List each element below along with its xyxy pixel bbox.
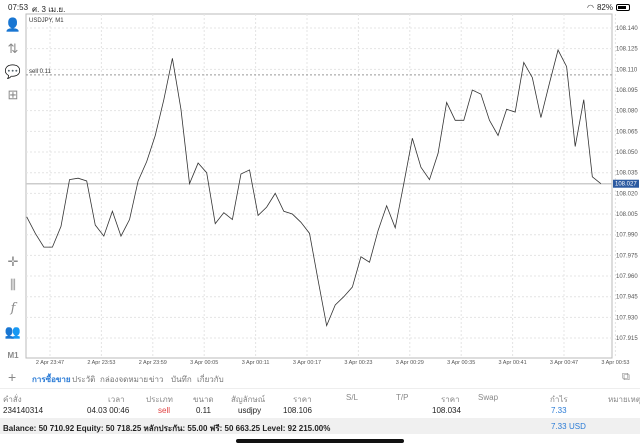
balance-summary: Balance: 50 710.92 Equity: 50 718.25 หลั… — [3, 424, 331, 433]
col-comment: หมายเหตุ — [608, 395, 640, 404]
order-symbol: usdjpy — [238, 406, 262, 415]
price-tick-label: 107.960 — [616, 274, 638, 280]
col-swap: Swap — [478, 393, 499, 402]
currency: USD — [569, 422, 586, 431]
grid — [26, 14, 616, 358]
order-time: 04.03 00:46 — [87, 406, 130, 415]
price-tick-label: 108.005 — [616, 212, 638, 218]
price-tick-label: 108.020 — [616, 191, 638, 197]
order-volume: 0.11 — [196, 406, 211, 415]
tab-history[interactable]: ประวัติ — [72, 375, 96, 384]
current-price-badge — [613, 179, 639, 188]
col-time: เวลา — [108, 395, 125, 404]
chart-symbol-label: USDJPY, M1 — [29, 18, 64, 24]
time-tick-label: 3 Apr 00:41 — [499, 360, 527, 366]
battery-percent: 82% — [596, 3, 613, 12]
price-tick-label: 107.975 — [616, 253, 638, 259]
price-tick-label: 107.930 — [616, 315, 638, 321]
col-symbol: สัญลักษณ์ — [231, 395, 266, 404]
account-icon[interactable]: 👤 — [4, 17, 22, 32]
time-tick-label: 2 Apr 23:53 — [87, 360, 115, 366]
table-row[interactable]: 234140314 04.03 00:46 sell 0.11 usdjpy 1… — [0, 402, 640, 418]
price-tick-label: 107.990 — [616, 233, 638, 239]
plot-area — [25, 13, 613, 359]
order-type: sell — [158, 406, 171, 415]
tab-about[interactable]: เกี่ยวกับ — [197, 375, 224, 384]
price-tick-label: 108.140 — [616, 26, 638, 32]
battery-indicator: ◠ 82% — [587, 3, 630, 12]
home-indicator — [236, 439, 404, 443]
price-chart[interactable]: 108.140 108.125 108.110 108.095 108.080 108.0… — [0, 0, 640, 368]
order-id: 234140314 — [3, 406, 44, 415]
price-tick-label: 108.110 — [616, 67, 638, 73]
time-axis: 2 Apr 23:47 2 Apr 23:53 2 Apr 23:59 3 Apr 0… — [36, 360, 630, 366]
total-profit: 7.33 — [551, 422, 567, 431]
time-tick-label: 3 Apr 00:29 — [396, 360, 424, 366]
status-bar: 07:53 ศ. 3 เม.ย. ◠ 82% — [0, 0, 640, 14]
tab-journal[interactable]: บันทึก — [171, 375, 192, 384]
price-series-line — [26, 48, 602, 328]
chat-icon[interactable]: 💬 — [4, 64, 22, 79]
price-axis: 108.140 108.125 108.110 108.095 108.080 108.0… — [616, 26, 638, 342]
price-tick-label: 108.065 — [616, 129, 638, 135]
order-current-price: 108.034 — [432, 406, 461, 415]
tab-mailbox[interactable]: กล่องจดหมาย — [100, 375, 149, 384]
price-tick-label: 108.050 — [616, 150, 638, 156]
order-open-price: 108.106 — [283, 406, 312, 415]
table-header: คำสั่ง เวลา ประเภท ขนาด สัญลักษณ์ ราคา S… — [0, 388, 640, 404]
indicator-function-icon[interactable]: f — [10, 300, 16, 316]
wifi-icon: ◠ — [587, 3, 594, 12]
col-sl: S/L — [346, 393, 359, 402]
layout-toggle-icon[interactable]: ⧉ — [622, 371, 630, 383]
col-current-price: ราคา — [441, 395, 460, 404]
time-tick-label: 3 Apr 00:11 — [242, 360, 270, 366]
objects-icon[interactable]: 👥 — [4, 324, 22, 339]
price-tick-label: 108.035 — [616, 171, 638, 177]
price-tick-label: 108.095 — [616, 88, 638, 94]
time-tick-label: 3 Apr 00:53 — [601, 360, 629, 366]
date: ศ. 3 เม.ย. — [32, 5, 66, 14]
tab-news[interactable]: ข่าว — [149, 375, 164, 384]
current-price-value: 108.027 — [615, 182, 637, 188]
time-tick-label: 3 Apr 00:35 — [447, 360, 475, 366]
time-tick-label: 3 Apr 00:47 — [550, 360, 578, 366]
add-icon[interactable]: + — [8, 369, 17, 385]
add-document-icon[interactable]: ⊞ — [7, 87, 19, 102]
col-profit: กำไร — [550, 395, 568, 404]
trade-arrows-icon[interactable]: ⇅ — [7, 41, 19, 56]
bottom-tabs: + การซื้อขาย ประวัติ กล่องจดหมาย ข่าว บั… — [0, 369, 640, 387]
col-type: ประเภท — [146, 395, 173, 404]
col-volume: ขนาด — [193, 395, 214, 404]
price-tick-label: 107.945 — [616, 295, 638, 301]
battery-icon — [616, 4, 630, 11]
candlestick-icon[interactable]: ⫼ — [10, 277, 16, 292]
col-order: คำสั่ง — [3, 395, 22, 404]
col-tp: T/P — [396, 393, 409, 402]
time-tick-label: 3 Apr 00:05 — [190, 360, 218, 366]
clock: 07:53 — [8, 3, 29, 12]
sell-order-label: sell 0.11 — [29, 69, 52, 75]
time-tick-label: 2 Apr 23:47 — [36, 360, 64, 366]
col-open-price: ราคา — [293, 395, 312, 404]
price-tick-label: 107.915 — [616, 336, 638, 342]
tab-trade[interactable]: การซื้อขาย — [32, 375, 71, 384]
time-tick-label: 3 Apr 00:23 — [344, 360, 372, 366]
time-tick-label: 2 Apr 23:59 — [139, 360, 167, 366]
crosshair-icon[interactable]: ✛ — [7, 254, 19, 269]
balance-bar: Balance: 50 710.92 Equity: 50 718.25 หลั… — [0, 418, 640, 434]
time-tick-label: 3 Apr 00:17 — [293, 360, 321, 366]
order-profit: 7.33 — [551, 406, 567, 415]
price-tick-label: 108.125 — [616, 47, 638, 53]
timeframe-button[interactable]: M1 — [7, 350, 19, 360]
price-tick-label: 108.080 — [616, 109, 638, 115]
